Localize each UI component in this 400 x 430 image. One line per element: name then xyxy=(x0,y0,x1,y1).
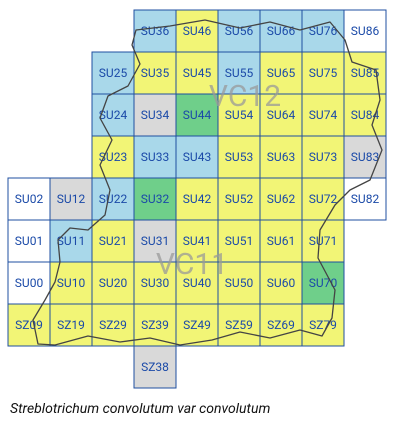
square-label: SU22 xyxy=(99,192,128,206)
square-label: SU54 xyxy=(225,108,254,122)
square-label: SZ79 xyxy=(309,318,337,332)
square-label: SZ39 xyxy=(141,318,169,332)
grid-square xyxy=(175,51,219,95)
square-label: SU21 xyxy=(99,234,127,248)
square-label: SU42 xyxy=(183,192,212,206)
square-label: SU52 xyxy=(225,192,254,206)
caption: Streblotrichum convolutum var convolutum xyxy=(10,401,270,417)
grid-square xyxy=(7,261,51,305)
square-label: SU36 xyxy=(141,24,170,38)
grid-square xyxy=(217,219,261,263)
square-label: SU45 xyxy=(183,66,212,80)
grid-square xyxy=(91,135,135,179)
county-boundary xyxy=(32,19,383,346)
square-label: SU74 xyxy=(309,108,338,122)
square-label: SU64 xyxy=(267,108,296,122)
square-label: SZ38 xyxy=(141,360,169,374)
grid-square xyxy=(49,261,93,305)
square-label: SU32 xyxy=(141,192,170,206)
square-label: SU35 xyxy=(141,66,170,80)
grid-square xyxy=(301,303,345,347)
square-label: SU71 xyxy=(309,234,337,248)
grid-square xyxy=(91,303,135,347)
square-label: SU86 xyxy=(351,24,380,38)
square-label: SU01 xyxy=(15,234,43,248)
grid-square xyxy=(217,303,261,347)
grid-square xyxy=(301,261,345,305)
square-label: SU65 xyxy=(267,66,296,80)
square-label: SU53 xyxy=(225,150,253,164)
square-label: SU83 xyxy=(351,150,379,164)
grid-square xyxy=(301,219,345,263)
square-label: SU84 xyxy=(351,108,380,122)
square-label: SU62 xyxy=(267,192,296,206)
grid-square xyxy=(343,177,387,221)
grid: SU36 SU46 SU56 SU66 SU76 SU86 SU25 SU35 SU45 SU55… xyxy=(7,9,387,389)
grid-square xyxy=(259,135,303,179)
square-label: SU41 xyxy=(183,234,211,248)
square-label: SU46 xyxy=(183,24,212,38)
grid-square xyxy=(259,219,303,263)
square-label: SZ29 xyxy=(99,318,127,332)
square-label: SU11 xyxy=(57,234,85,248)
square-label: SZ49 xyxy=(183,318,211,332)
square-label: SU10 xyxy=(57,276,86,290)
square-label: SU63 xyxy=(267,150,295,164)
square-label: SU82 xyxy=(351,192,380,206)
square-label: SZ09 xyxy=(15,318,43,332)
square-label: SU60 xyxy=(267,276,296,290)
square-label: SZ59 xyxy=(225,318,253,332)
grid-square xyxy=(133,9,177,53)
square-label: SU76 xyxy=(309,24,338,38)
grid-square xyxy=(343,9,387,53)
square-label: SU40 xyxy=(183,276,212,290)
square-label: SU24 xyxy=(99,108,128,122)
square-label: SU72 xyxy=(309,192,338,206)
grid-square xyxy=(7,219,51,263)
square-label: SU66 xyxy=(267,24,296,38)
grid-square xyxy=(133,93,177,137)
square-label: SU34 xyxy=(141,108,170,122)
square-label: SU51 xyxy=(225,234,253,248)
square-label: SU43 xyxy=(183,150,211,164)
square-label: SZ19 xyxy=(57,318,85,332)
grid-square xyxy=(175,261,219,305)
square-label: SU33 xyxy=(141,150,169,164)
square-label: SU00 xyxy=(15,276,44,290)
grid-square xyxy=(175,303,219,347)
grid-square xyxy=(49,303,93,347)
square-label: SU55 xyxy=(225,66,254,80)
square-label: SU30 xyxy=(141,276,170,290)
grid-square xyxy=(133,345,177,389)
square-label: SU44 xyxy=(183,108,212,122)
square-label: SU50 xyxy=(225,276,254,290)
square-label: SU75 xyxy=(309,66,338,80)
grid-square xyxy=(175,135,219,179)
square-label: SU70 xyxy=(309,276,338,290)
grid-square xyxy=(259,51,303,95)
square-label: SU02 xyxy=(15,192,44,206)
square-label: SU20 xyxy=(99,276,128,290)
grid-square xyxy=(217,177,261,221)
square-label: SU85 xyxy=(351,66,380,80)
grid-square xyxy=(133,261,177,305)
square-label: SZ69 xyxy=(267,318,295,332)
grid-square xyxy=(259,9,303,53)
square-label: SU73 xyxy=(309,150,337,164)
square-label: SU31 xyxy=(141,234,169,248)
square-label: SU61 xyxy=(267,234,295,248)
square-label: SU56 xyxy=(225,24,254,38)
grid-square xyxy=(91,177,135,221)
grid-square xyxy=(217,135,261,179)
square-label: SU12 xyxy=(57,192,86,206)
grid-square xyxy=(133,177,177,221)
region-label: VC12 xyxy=(209,79,281,114)
grid-square xyxy=(49,219,93,263)
region-label: VC11 xyxy=(156,247,228,282)
square-label: SU25 xyxy=(99,66,128,80)
